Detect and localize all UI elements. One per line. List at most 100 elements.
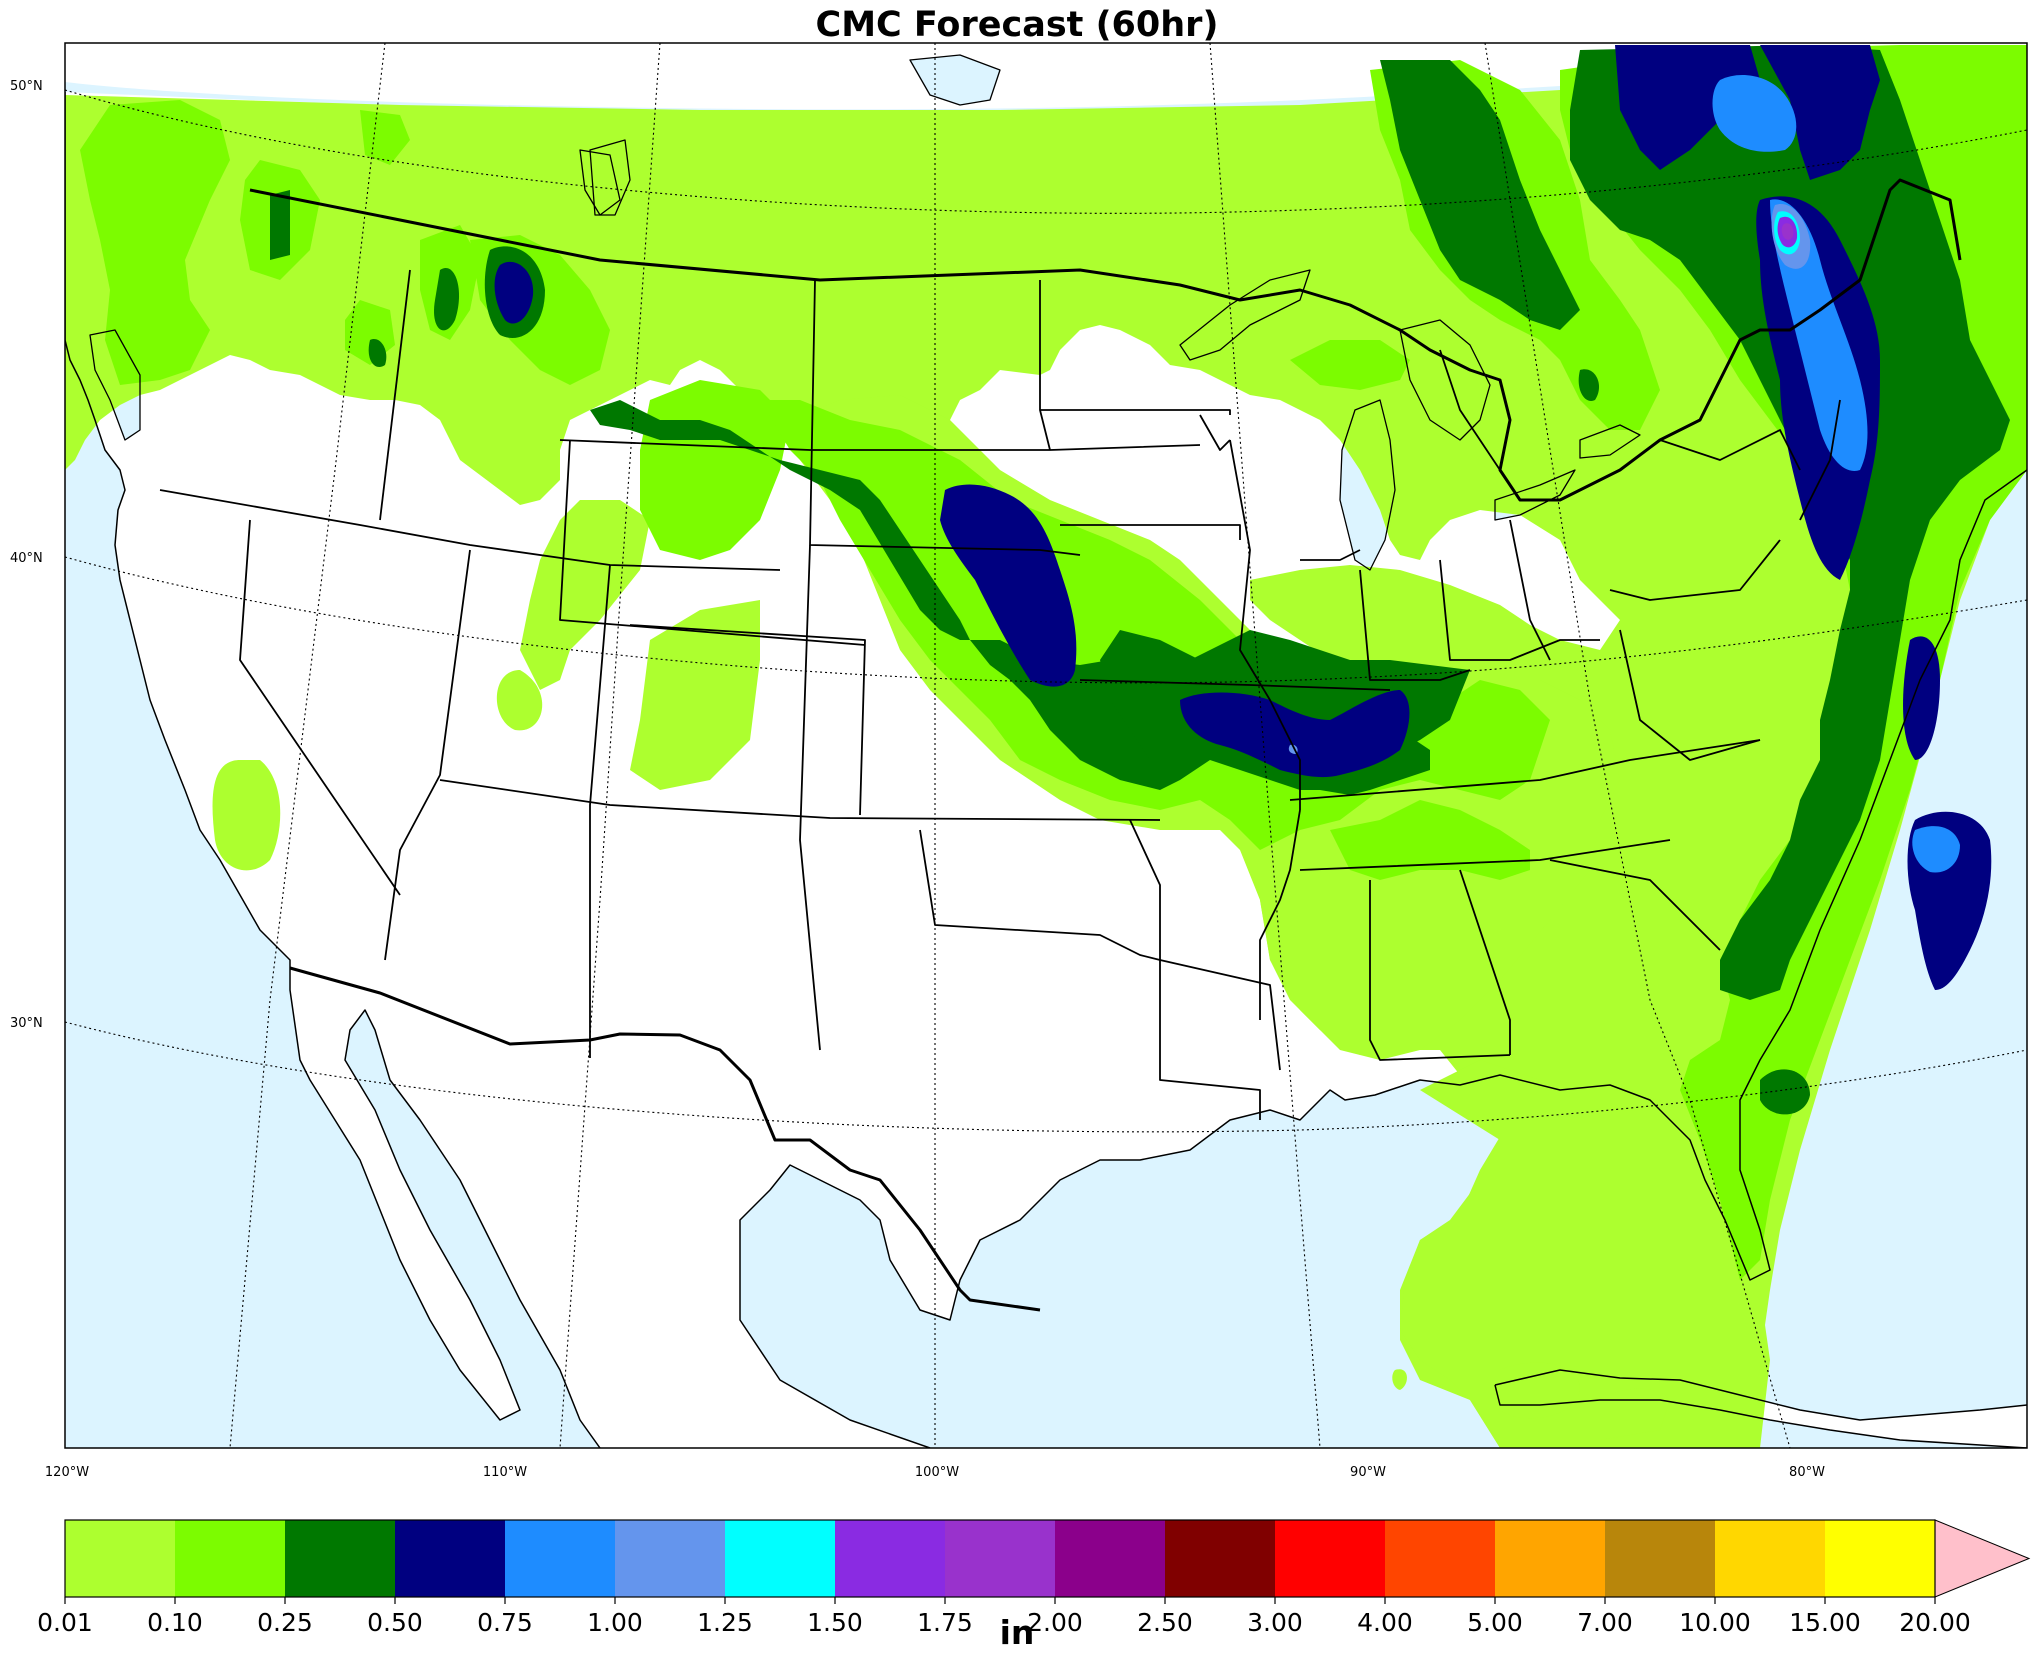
coastline bbox=[739, 469, 2027, 1448]
state-border bbox=[1799, 399, 1841, 521]
map-title: CMC Forecast (60hr) bbox=[815, 5, 1219, 45]
colorbar-ticks: 0.01 0.10 0.25 0.50 0.75 1.00 1.25 1.50 1.75 2.00… bbox=[37, 1597, 1971, 1637]
colorbar-tick-label: 5.00 bbox=[1467, 1608, 1523, 1637]
state-border bbox=[1439, 559, 1600, 661]
precip-area bbox=[1903, 636, 1940, 760]
precip-area bbox=[1781, 223, 1794, 240]
map-frame bbox=[64, 42, 2028, 1449]
precip-area bbox=[212, 760, 281, 871]
lon-label: 100°W bbox=[915, 1465, 959, 1480]
precip-area bbox=[1443, 139, 1462, 186]
colorbar-segment bbox=[615, 1520, 726, 1597]
state-border bbox=[1459, 869, 1511, 1055]
state-border bbox=[1369, 880, 1511, 1061]
colorbar-segment bbox=[725, 1520, 836, 1597]
colorbar-segment bbox=[175, 1520, 286, 1597]
borders bbox=[65, 54, 2027, 1448]
country-border bbox=[249, 178, 1962, 502]
colorbar-extend-arrow bbox=[1934, 1519, 2031, 1598]
precip-area bbox=[360, 110, 410, 165]
colorbar-tick-label: 7.00 bbox=[1577, 1608, 1633, 1637]
colorbar-segment bbox=[1715, 1520, 1826, 1597]
precip-area bbox=[940, 484, 1077, 687]
lon-label: 90°W bbox=[1350, 1465, 1386, 1480]
state-border bbox=[1079, 679, 1391, 691]
lake-shore bbox=[1579, 424, 1641, 459]
state-border bbox=[159, 489, 781, 571]
lon-label: 80°W bbox=[1789, 1465, 1825, 1480]
colorbar-tick-label: 0.10 bbox=[147, 1608, 203, 1637]
state-border bbox=[1040, 409, 1231, 415]
precip-area bbox=[1290, 340, 1410, 390]
state-border bbox=[1439, 349, 1501, 471]
colorbar-segment bbox=[1825, 1520, 1936, 1597]
precip-area bbox=[1392, 1369, 1407, 1390]
coastline bbox=[1494, 1384, 2027, 1448]
colorbar-frame bbox=[64, 1519, 1936, 1598]
colorbar-tick-label: 15.00 bbox=[1789, 1608, 1861, 1637]
colorbar-segment bbox=[65, 1520, 176, 1597]
state-border bbox=[1659, 429, 1801, 471]
country-border bbox=[289, 966, 1041, 1312]
lake-shore bbox=[89, 329, 141, 441]
colorbar-tick-label: 0.75 bbox=[477, 1608, 533, 1637]
colorbar-segment bbox=[945, 1520, 1056, 1597]
precip-contours bbox=[65, 45, 2027, 1448]
precip-area bbox=[1615, 45, 1760, 170]
lake-shore bbox=[589, 139, 631, 216]
colorbar-segment bbox=[505, 1520, 616, 1597]
lake-shore bbox=[1179, 269, 1311, 361]
colorbar-tick-label: 1.00 bbox=[587, 1608, 643, 1637]
colorbar-segment bbox=[285, 1520, 396, 1597]
state-border bbox=[559, 439, 866, 646]
state-border bbox=[379, 269, 411, 521]
lake bbox=[910, 55, 1000, 105]
colorbar-tick-label: 1.25 bbox=[697, 1608, 753, 1637]
colorbar-segments bbox=[64, 1519, 2031, 1598]
coastline bbox=[1494, 1369, 2027, 1421]
precip-area bbox=[520, 500, 650, 690]
precip-area bbox=[1578, 369, 1600, 401]
lake-shore bbox=[1494, 469, 1576, 521]
colorbar-segment bbox=[395, 1520, 506, 1597]
state-border bbox=[384, 549, 471, 961]
lon-label: 110°W bbox=[483, 1465, 527, 1480]
precip-area bbox=[368, 339, 387, 368]
state-border bbox=[1609, 539, 1781, 601]
state-border bbox=[1359, 569, 1471, 681]
colorbar-tick-label: 2.50 bbox=[1137, 1608, 1193, 1637]
latitude-line bbox=[65, 556, 2027, 684]
colorbar-segment bbox=[1495, 1520, 1606, 1597]
state-border bbox=[1129, 819, 1261, 1120]
colorbar-segment bbox=[1605, 1520, 1716, 1597]
state-border bbox=[1299, 839, 1671, 871]
state-border bbox=[1259, 809, 1301, 1020]
lake-shore bbox=[909, 54, 1001, 106]
precip-area bbox=[496, 670, 543, 731]
precip-area bbox=[1570, 45, 2010, 1000]
lake-shore bbox=[1339, 399, 1396, 571]
lat-label: 30°N bbox=[10, 1016, 43, 1031]
state-border bbox=[1509, 519, 1551, 661]
graticule bbox=[65, 43, 2027, 1448]
state-border bbox=[629, 624, 866, 816]
state-border bbox=[589, 564, 611, 1058]
state-border bbox=[439, 779, 1161, 821]
longitude-line bbox=[229, 43, 386, 1448]
precip-area bbox=[1400, 1060, 1770, 1448]
state-border bbox=[1289, 739, 1761, 801]
precip-area bbox=[1760, 45, 1880, 180]
no-data-area bbox=[65, 43, 2027, 110]
precip-area bbox=[1912, 826, 1960, 873]
lon-label: 120°W bbox=[45, 1465, 89, 1480]
colorbar-tick-label: 4.00 bbox=[1357, 1608, 1413, 1637]
lat-label: 50°N bbox=[10, 79, 43, 94]
colorbar-tick-label: 20.00 bbox=[1899, 1608, 1971, 1637]
state-border bbox=[559, 439, 1201, 451]
colorbar-tick-label: 10.00 bbox=[1679, 1608, 1751, 1637]
precip-area bbox=[80, 100, 230, 385]
state-border bbox=[1300, 549, 1361, 561]
state-border bbox=[799, 544, 821, 1051]
colorbar-segment bbox=[1385, 1520, 1496, 1597]
